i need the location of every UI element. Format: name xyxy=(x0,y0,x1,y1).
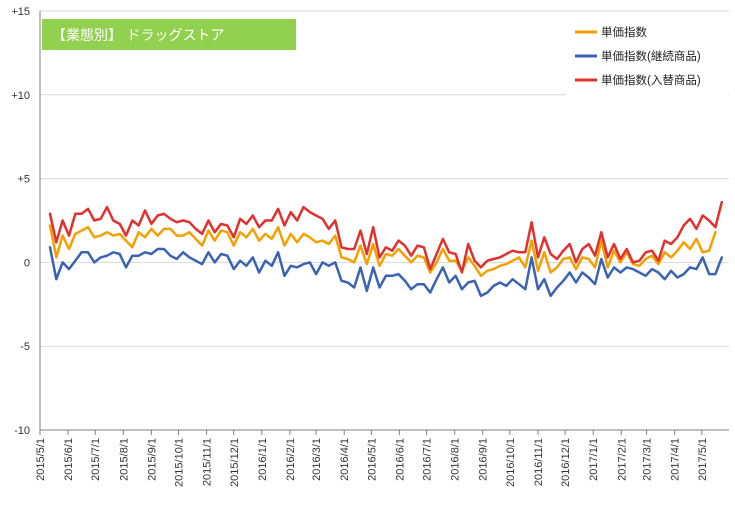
y-tick-label: -5 xyxy=(20,341,30,353)
series-lines xyxy=(48,200,724,298)
series-line-2 xyxy=(48,246,724,298)
x-tick-label: 2015/9/1 xyxy=(146,438,158,481)
x-tick-label: 2016/5/1 xyxy=(366,438,378,481)
x-tick-label: 2016/2/1 xyxy=(285,438,297,481)
legend-label: 単価指数 xyxy=(601,25,647,39)
x-tick-label: 2016/7/1 xyxy=(422,438,434,481)
x-tick-label: 2017/1/1 xyxy=(588,438,600,481)
axes xyxy=(39,11,729,431)
series-line-1 xyxy=(48,224,717,278)
x-tick-label: 2017/5/1 xyxy=(697,438,709,481)
y-axis-ticks: +15 +10 +5 0 -5 -10 xyxy=(11,6,30,437)
x-tick-label: 2015/5/1 xyxy=(35,438,47,481)
chart-title: 【業態別】 ドラッグストア xyxy=(52,28,224,44)
x-tick-label: 2015/6/1 xyxy=(63,438,75,481)
x-axis-ticks: 2015/5/1 2015/6/1 2015/7/1 2015/8/1 2015/9/1… xyxy=(35,430,709,487)
x-tick-label: 2017/3/1 xyxy=(642,438,654,481)
chart-title-box: 【業態別】 ドラッグストア xyxy=(42,19,296,50)
x-tick-label: 2015/12/1 xyxy=(229,438,241,487)
x-tick-label: 2017/4/1 xyxy=(670,438,682,481)
x-tick-label: 2016/11/1 xyxy=(533,438,545,486)
x-tick-label: 2015/10/1 xyxy=(174,438,186,487)
chart-title-background xyxy=(42,19,296,50)
y-tick-label: +5 xyxy=(17,174,30,186)
x-tick-label: 2016/12/1 xyxy=(560,438,572,487)
x-tick-label: 2017/2/1 xyxy=(616,438,628,481)
y-tick-label: 0 xyxy=(24,257,30,269)
x-tick-label: 2016/10/1 xyxy=(505,438,517,487)
legend-label: 単価指数(継続商品) xyxy=(601,49,701,63)
x-tick-label: 2016/9/1 xyxy=(478,438,490,481)
y-tick-label: +15 xyxy=(11,6,30,18)
x-tick-label: 2016/6/1 xyxy=(394,438,406,481)
legend-label: 単価指数(入替商品) xyxy=(601,73,701,87)
x-tick-label: 2015/8/1 xyxy=(118,438,130,481)
gridlines xyxy=(40,10,729,347)
series-line-3 xyxy=(48,200,724,274)
x-tick-label: 2015/7/1 xyxy=(90,438,102,481)
x-tick-label: 2015/11/1 xyxy=(202,438,214,486)
x-tick-label: 2016/8/1 xyxy=(450,438,462,481)
x-tick-label: 2016/3/1 xyxy=(311,438,323,481)
y-tick-label: -10 xyxy=(14,425,30,437)
x-tick-label: 2016/1/1 xyxy=(257,438,269,481)
y-tick-label: +10 xyxy=(11,90,30,102)
x-tick-label: 2016/4/1 xyxy=(339,438,351,481)
